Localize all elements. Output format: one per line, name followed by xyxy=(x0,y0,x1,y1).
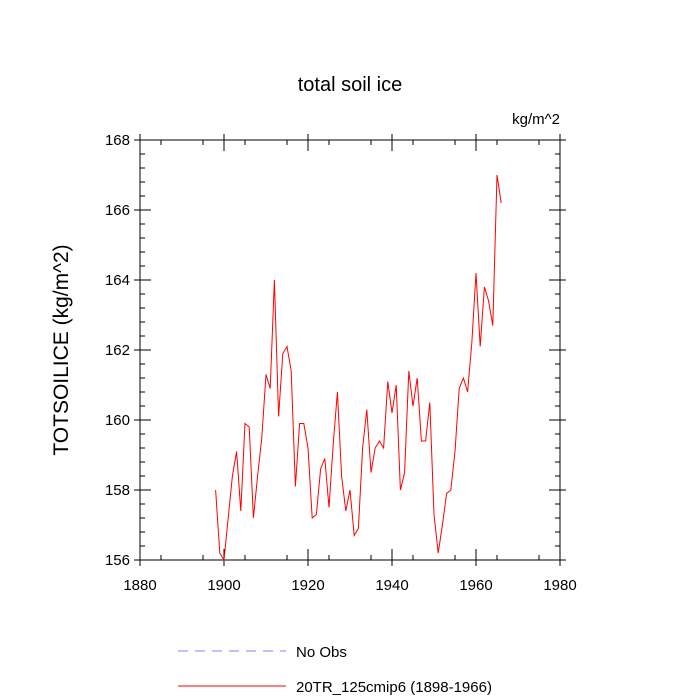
y-tick-label: 156 xyxy=(105,552,130,569)
x-tick-label: 1940 xyxy=(375,577,408,594)
units-label: kg/m^2 xyxy=(512,111,560,128)
series-group xyxy=(215,174,502,562)
x-tick-label: 1880 xyxy=(123,577,156,594)
x-tick-label: 1980 xyxy=(543,577,576,594)
axis-ticks xyxy=(134,134,566,566)
series-line xyxy=(215,174,502,562)
x-tick-label: 1900 xyxy=(207,577,240,594)
y-tick-label: 168 xyxy=(105,132,130,149)
plot-frame xyxy=(139,139,561,561)
x-tick-label: 1960 xyxy=(459,577,492,594)
y-tick-labels: 156 158 160 162 164 166 168 xyxy=(105,132,130,569)
y-tick-label: 158 xyxy=(105,482,130,499)
x-tick-labels: 1880 1900 1920 1940 1960 1980 xyxy=(123,577,576,594)
y-tick-label: 164 xyxy=(105,272,130,289)
chart-title: total soil ice xyxy=(298,74,403,96)
x-tick-label: 1920 xyxy=(291,577,324,594)
y-tick-label: 166 xyxy=(105,202,130,219)
legend-no-obs-label: No Obs xyxy=(296,644,347,661)
legend: No Obs 20TR_125cmip6 (1898-1966) xyxy=(178,644,492,696)
legend-series-label: 20TR_125cmip6 (1898-1966) xyxy=(296,679,492,696)
y-axis-label: TOTSOILICE (kg/m^2) xyxy=(50,244,73,455)
y-tick-label: 160 xyxy=(105,412,130,429)
y-tick-label: 162 xyxy=(105,342,130,359)
